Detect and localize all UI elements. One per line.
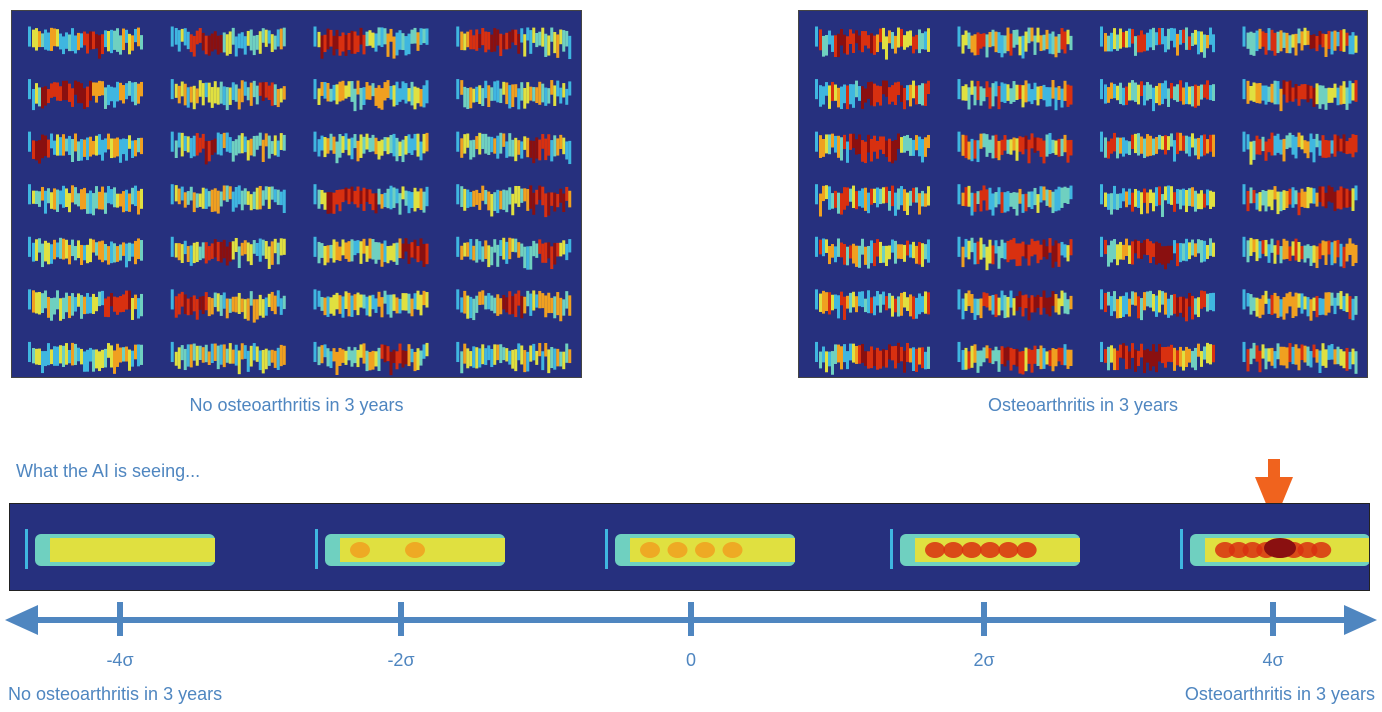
axis-tick — [981, 602, 987, 636]
thumbnail — [957, 26, 1073, 59]
left-thumbnail-panel — [11, 10, 582, 378]
thumbnail — [170, 236, 286, 269]
thumbnail — [1242, 289, 1358, 321]
thumbnail — [957, 236, 1073, 271]
thumbnail — [1242, 79, 1358, 112]
tick-label-plus2: 2σ — [973, 650, 995, 670]
thumbnail — [313, 131, 429, 164]
axis-left-end-label: No osteoarthritis in 3 years — [8, 684, 223, 704]
thumbnail — [313, 341, 429, 376]
thumbnail — [1100, 79, 1215, 112]
thumbnail — [1242, 341, 1358, 374]
axis-tick — [688, 602, 694, 636]
thumbnail — [815, 26, 930, 60]
thumbnail — [1100, 131, 1215, 162]
tick-label-minus2: -2σ — [387, 650, 415, 670]
average-image — [25, 529, 215, 569]
thumbnail — [170, 79, 286, 111]
tick-label-zero: 0 — [685, 650, 697, 670]
axis-tick — [117, 602, 123, 636]
ai-average-strip — [9, 503, 1370, 591]
thumbnail — [313, 79, 429, 112]
thumbnail — [957, 289, 1073, 321]
thumbnail — [456, 26, 572, 60]
thumbnail — [456, 236, 572, 270]
thumbnail — [170, 26, 286, 57]
thumbnail — [815, 236, 930, 269]
tick-label-minus4: -4σ — [106, 650, 134, 670]
thumbnail — [456, 289, 572, 322]
average-image — [890, 529, 1080, 569]
right-panel-caption: Osteoarthritis in 3 years — [987, 395, 1179, 415]
thumbnail — [815, 289, 930, 320]
thumbnail — [28, 341, 143, 374]
thumbnail — [456, 131, 572, 165]
thumbnail — [28, 26, 143, 59]
axis-tick — [398, 602, 404, 636]
thumbnail — [28, 236, 143, 268]
thumbnail — [1242, 26, 1358, 57]
thumbnail — [313, 184, 429, 215]
thumbnail — [1100, 184, 1215, 217]
axis-tick — [1270, 602, 1276, 636]
left-panel-caption: No osteoarthritis in 3 years — [189, 395, 404, 415]
thumbnail — [170, 341, 286, 375]
left-thumbnail-grid — [28, 26, 572, 376]
thumbnail — [1242, 131, 1358, 165]
thumbnail — [313, 26, 429, 59]
thumbnail — [1100, 341, 1215, 374]
sigma-axis — [5, 602, 1377, 636]
thumbnail — [957, 184, 1073, 216]
average-image — [1180, 529, 1369, 569]
average-image — [605, 529, 795, 569]
thumbnail — [313, 236, 429, 267]
ai-average-images — [25, 529, 1369, 569]
thumbnail — [1242, 184, 1358, 216]
thumbnail — [456, 79, 572, 110]
thumbnail — [28, 79, 143, 111]
axis-right-arrowhead-icon — [1344, 605, 1377, 635]
highlight-arrow-icon — [1255, 459, 1293, 523]
thumbnail — [170, 131, 286, 165]
thumbnail — [28, 289, 143, 321]
axis-right-end-label: Osteoarthritis in 3 years — [1184, 684, 1375, 704]
average-image — [315, 529, 505, 569]
thumbnail — [456, 341, 572, 374]
thumbnail — [456, 184, 572, 218]
thumbnail — [957, 79, 1073, 111]
thumbnail — [28, 131, 143, 164]
thumbnail — [313, 289, 429, 318]
thumbnail — [815, 79, 930, 110]
thumbnail — [957, 131, 1073, 164]
axis-left-arrowhead-icon — [5, 605, 38, 635]
thumbnail — [815, 341, 930, 375]
thumbnail — [1100, 289, 1215, 322]
thumbnail — [1100, 26, 1215, 58]
thumbnail — [170, 184, 286, 214]
thumbnail — [1100, 236, 1215, 270]
thumbnail — [28, 184, 143, 216]
thumbnail — [170, 289, 286, 323]
tick-label-plus4: 4σ — [1262, 650, 1284, 670]
thumbnail — [815, 131, 930, 164]
strip-heading: What the AI is seeing... — [16, 461, 201, 481]
thumbnail — [957, 341, 1073, 375]
thumbnail — [815, 184, 930, 217]
right-thumbnail-panel — [798, 10, 1368, 378]
right-thumbnail-grid — [815, 26, 1358, 375]
thumbnail — [1242, 236, 1358, 269]
